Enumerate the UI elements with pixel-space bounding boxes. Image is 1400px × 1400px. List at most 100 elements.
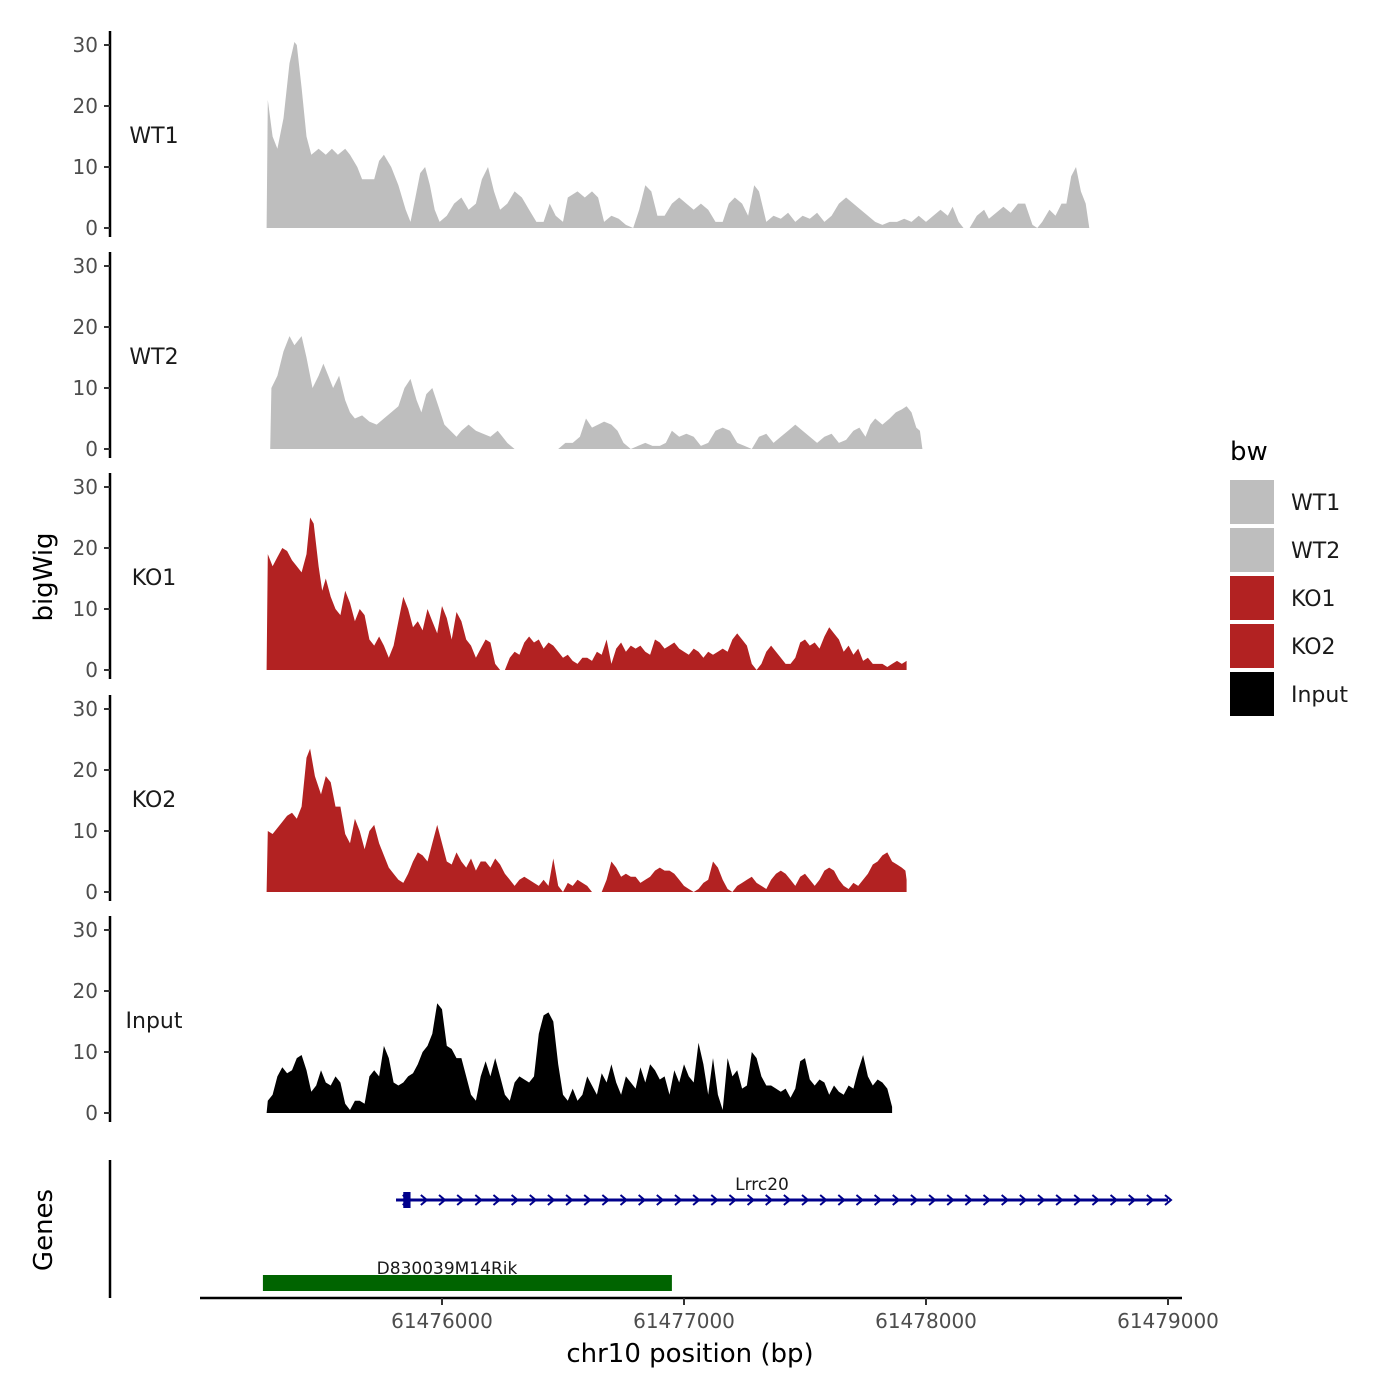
gene-exon: [262, 1275, 672, 1291]
strand-arrow: [420, 1194, 429, 1206]
legend-swatch: [1230, 672, 1274, 716]
strand-arrow: [946, 1194, 955, 1206]
coverage-area-ko1: [266, 517, 907, 670]
track-label: KO1: [132, 566, 177, 591]
y-tick-label: 20: [73, 758, 98, 782]
y-tick-label: 0: [85, 216, 98, 240]
legend-label: WT1: [1291, 491, 1340, 516]
y-tick-label: 30: [73, 33, 98, 57]
y-tick-label: 30: [73, 475, 98, 499]
legend-item-input: Input: [1230, 672, 1348, 716]
strand-arrow: [619, 1194, 629, 1206]
strand-arrow: [1146, 1194, 1155, 1206]
strand-arrow: [765, 1194, 774, 1206]
coverage-area-input: [266, 1003, 893, 1113]
legend-swatch: [1230, 624, 1274, 668]
legend-swatch: [1230, 480, 1274, 524]
track-label: WT2: [129, 345, 178, 370]
y-tick-label: 10: [73, 597, 98, 621]
coverage-area-wt2: [270, 336, 923, 449]
gene-d830039m14rik: D830039M14Rik: [262, 1259, 672, 1291]
legend-label: WT2: [1291, 539, 1340, 564]
strand-arrow: [892, 1194, 901, 1206]
genes-axis-title: Genes: [29, 1189, 59, 1271]
strand-arrow: [982, 1194, 992, 1206]
strand-arrow: [583, 1194, 592, 1206]
strand-arrow: [674, 1194, 683, 1206]
y-tick-label: 20: [73, 536, 98, 560]
track-ko2: 0 10 20 30 KO2: [73, 695, 907, 904]
strand-arrow: [510, 1194, 520, 1206]
y-tick-label: 10: [73, 376, 98, 400]
strand-arrow: [1128, 1194, 1137, 1206]
strand-arrow: [1164, 1194, 1173, 1206]
legend: bw WT1 WT2 KO1 KO2 Input: [1230, 437, 1348, 716]
strand-arrow: [873, 1194, 883, 1206]
strand-arrow: [656, 1194, 665, 1206]
legend-swatch: [1230, 576, 1274, 620]
strand-arrow: [746, 1194, 756, 1206]
y-tick-label: 20: [73, 315, 98, 339]
strand-arrow: [910, 1194, 919, 1206]
legend-item-ko2: KO2: [1230, 624, 1336, 668]
strand-arrow: [728, 1194, 737, 1206]
legend-item-ko1: KO1: [1230, 576, 1336, 620]
y-tick-label: 10: [73, 155, 98, 179]
strand-arrow: [565, 1194, 574, 1206]
y-tick-label: 10: [73, 819, 98, 843]
strand-arrow: [601, 1194, 610, 1206]
legend-label: KO2: [1291, 635, 1336, 660]
strand-arrow: [402, 1194, 411, 1206]
strand-arrow: [837, 1194, 846, 1206]
y-tick-label: 20: [73, 94, 98, 118]
strand-arrow: [1091, 1194, 1100, 1206]
coverage-area-wt1: [266, 42, 1090, 228]
y-axis-title: bigWig: [29, 532, 59, 621]
gene-exon: [403, 1192, 411, 1208]
x-tick-label: 61476000: [391, 1309, 493, 1333]
track-wt2: 0 10 20 30 WT2: [73, 252, 923, 461]
y-tick-label: 30: [73, 254, 98, 278]
strand-arrow: [474, 1194, 483, 1206]
strand-arrow: [1019, 1194, 1028, 1206]
x-axis-title: chr10 position (bp): [566, 1339, 813, 1369]
legend-title: bw: [1230, 437, 1268, 467]
gene-lrrc20: Lrrc20: [396, 1175, 1173, 1208]
track-ko1: 0 10 20 30 KO1: [73, 473, 907, 682]
legend-item-wt1: WT1: [1230, 480, 1340, 524]
y-tick-label: 30: [73, 918, 98, 942]
x-axis: 61476000 61477000 61478000 61479000: [200, 1296, 1219, 1333]
strand-arrow: [964, 1194, 973, 1206]
legend-label: Input: [1291, 683, 1348, 708]
coverage-area-ko2: [266, 748, 907, 892]
strand-arrow: [529, 1194, 538, 1206]
y-tick-label: 20: [73, 979, 98, 1003]
strand-arrow: [801, 1194, 810, 1206]
track-wt1: 0 10 20 30 WT1: [73, 31, 1090, 240]
strand-arrow: [492, 1194, 502, 1206]
x-tick-label: 61477000: [633, 1309, 735, 1333]
legend-label: KO1: [1291, 587, 1336, 612]
legend-item-wt2: WT2: [1230, 528, 1340, 572]
y-tick-label: 0: [85, 658, 98, 682]
y-tick-label: 0: [85, 1101, 98, 1125]
y-tick-label: 0: [85, 880, 98, 904]
strand-arrow: [1037, 1194, 1046, 1206]
track-label: WT1: [129, 124, 178, 149]
track-label: Input: [126, 1009, 183, 1034]
track-input: 0 10 20 30 Input: [73, 916, 893, 1125]
strand-arrow: [928, 1194, 937, 1206]
strand-arrow: [855, 1194, 865, 1206]
strand-arrow: [1001, 1194, 1010, 1206]
strand-arrow: [783, 1194, 792, 1206]
strand-arrow: [819, 1194, 828, 1206]
strand-arrow: [1073, 1194, 1082, 1206]
tracks-layer: 0 10 20 30 WT1 0 10 20 30 WT2 0 10 20 30 KO1 0 10 20 30 KO2…: [73, 31, 1090, 1125]
gene-label: D830039M14Rik: [377, 1259, 518, 1279]
strand-arrow: [1109, 1194, 1119, 1206]
genes-layer: Lrrc20 D830039M14Rik: [108, 1160, 1173, 1298]
x-tick-label: 61478000: [875, 1309, 977, 1333]
y-tick-label: 30: [73, 697, 98, 721]
y-tick-label: 10: [73, 1040, 98, 1064]
